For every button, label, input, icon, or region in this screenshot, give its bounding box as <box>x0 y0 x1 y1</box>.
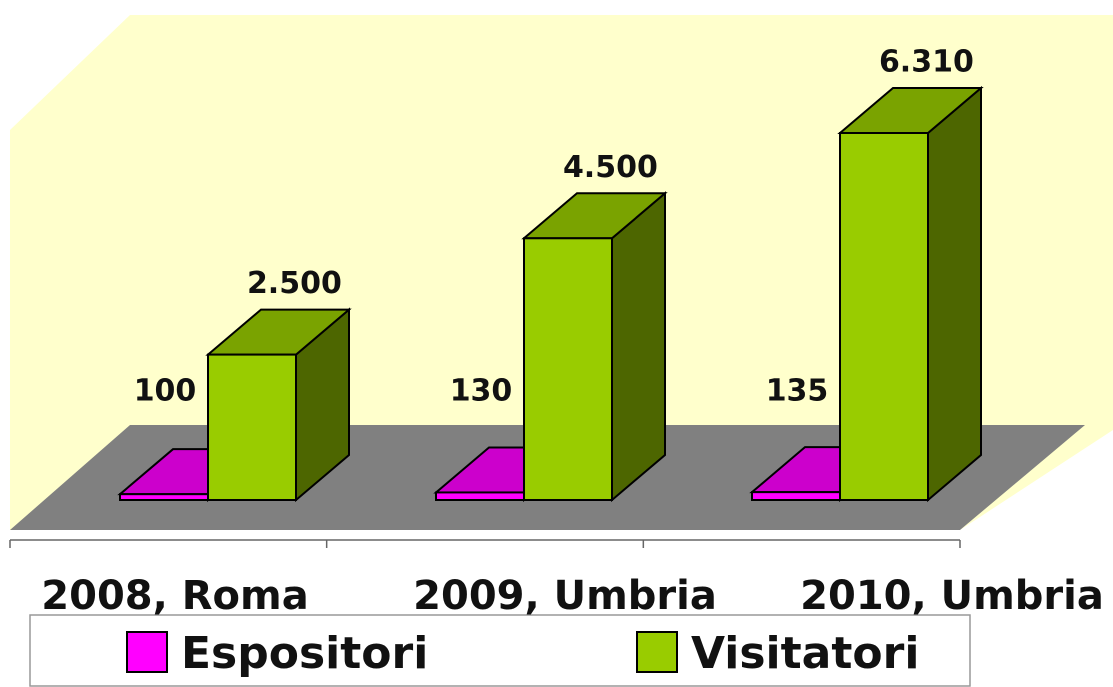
bar <box>435 491 525 502</box>
value-label: 6.310 <box>879 45 974 80</box>
bar-side <box>611 191 666 503</box>
legend-label: Visitatori <box>691 628 919 679</box>
bar <box>523 237 613 501</box>
value-label: 130 <box>450 374 513 409</box>
legend-label: Espositori <box>181 628 428 679</box>
bar <box>207 353 297 501</box>
legend-swatch <box>126 631 168 673</box>
bar-side <box>927 85 982 503</box>
legend <box>29 614 971 687</box>
legend-swatch <box>636 631 678 673</box>
bar <box>839 132 929 501</box>
x-tick-label: 2009, Umbria <box>413 573 717 619</box>
value-label: 2.500 <box>247 266 342 301</box>
value-label: 4.500 <box>563 150 658 185</box>
bar <box>751 491 841 501</box>
x-tick-label: 2010, Umbria <box>800 573 1104 619</box>
x-tick-label: 2008, Roma <box>41 573 308 619</box>
value-label: 135 <box>766 374 829 409</box>
bar <box>119 493 209 502</box>
value-label: 100 <box>134 374 197 409</box>
